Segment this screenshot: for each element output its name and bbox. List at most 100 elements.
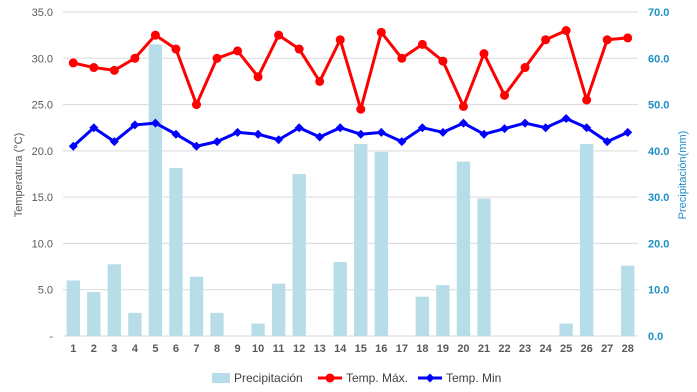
left-tick-label: 5.0 [38,285,53,297]
x-tick-label: 27 [601,343,613,355]
x-tick-label: 18 [416,343,428,355]
legend-label-precipitation: Precipitación [234,371,303,385]
legend-swatch-precipitation [212,373,230,383]
temp-max-point [376,27,386,37]
temp-max-point [623,33,633,43]
temp-min-line [72,116,629,148]
temperature-lines [72,29,629,148]
x-tick-label: 5 [152,343,158,355]
temp-max-point [233,46,243,56]
x-tick-label: 2 [91,343,97,355]
precipitation-bar [66,280,80,336]
x-tick-label: 21 [478,343,490,355]
x-tick-label: 6 [173,343,179,355]
temp-max-point [397,53,407,63]
temp-min-point [500,124,510,134]
temp-max-point [458,101,468,111]
temperature-points [68,26,633,151]
temp-min-point [335,123,345,133]
x-tick-label: 9 [234,343,240,355]
temp-max-point [294,44,304,54]
right-tick-label: 50.0 [648,100,669,112]
legend: Precipitación Temp. Máx. Temp. Min [212,371,501,385]
precipitation-bar [251,323,265,336]
x-tick-label: 22 [498,343,510,355]
temp-max-point [500,90,510,100]
right-tick-label: 0.0 [648,331,663,343]
precipitation-bar [210,312,224,336]
x-tick-label: 17 [396,343,408,355]
x-tick-label: 16 [375,343,387,355]
temp-min-point [233,127,243,137]
precipitation-bars [66,44,635,337]
precipitation-bar [128,312,142,336]
left-tick-label: 30.0 [32,53,53,65]
temp-min-point [191,141,201,151]
legend-label-temp-min: Temp. Min [446,371,501,385]
x-tick-label: 3 [111,343,117,355]
legend-marker-temp-max [325,373,335,383]
left-tick-label: 15.0 [32,192,53,204]
temp-max-point [68,58,78,68]
x-tick-label: 19 [437,343,449,355]
x-tick-label: 12 [293,343,305,355]
temp-min-point [376,127,386,137]
right-tick-label: 20.0 [648,238,669,250]
temp-min-point [582,123,592,133]
temp-min-point [109,137,119,147]
temp-min-point [602,137,612,147]
temp-min-point [397,137,407,147]
temp-min-point [458,118,468,128]
temp-min-point [171,129,181,139]
temp-max-point [561,26,571,36]
precipitation-bar [436,285,450,336]
x-tick-label: 13 [314,343,326,355]
temp-min-point [356,129,366,139]
x-tick-label: 11 [273,343,285,355]
precipitation-bar [354,143,368,336]
temp-max-point [150,30,160,40]
precipitation-bar [292,174,306,336]
right-tick-label: 40.0 [648,146,669,158]
temp-max-point [582,95,592,105]
right-tick-label: 10.0 [648,285,669,297]
x-tick-label: 1 [70,343,76,355]
precipitation-bar [169,167,183,336]
precipitation-bar [87,292,101,336]
temp-max-point [253,72,263,82]
precipitation-bar [415,296,430,336]
temp-min-point [212,137,222,147]
temp-max-point [602,35,612,45]
temp-max-point [479,49,489,59]
right-axis-title: Precipitación(mm) [677,131,689,220]
temp-min-point [541,123,551,133]
precipitation-bar [271,283,286,336]
x-tick-label: 4 [132,343,139,355]
x-tick-label: 15 [355,343,367,355]
temp-min-point [130,120,140,130]
left-tick-label: 20.0 [32,146,53,158]
temp-max-point [212,53,222,63]
temp-min-point [479,129,489,139]
left-tick-label: 35.0 [32,7,53,19]
precipitation-bar [333,261,347,336]
left-axis-title: Temperatura (°C) [13,133,25,217]
precipitation-bar [477,198,491,336]
temp-max-point [438,56,448,66]
legend-label-temp-max: Temp. Máx. [346,371,408,385]
precipitation-bar [621,265,635,336]
temp-max-point [130,53,140,63]
temp-max-point [335,35,345,45]
right-tick-label: 70.0 [648,7,669,19]
precipitation-bar [189,276,204,336]
temp-min-point [438,127,448,137]
precipitation-bar [374,151,388,336]
temp-max-point [417,39,427,49]
legend-marker-temp-min [425,373,435,383]
temp-min-point [315,132,325,142]
temp-min-point [294,123,304,133]
temp-max-point [356,104,366,114]
temp-max-point [109,65,119,75]
